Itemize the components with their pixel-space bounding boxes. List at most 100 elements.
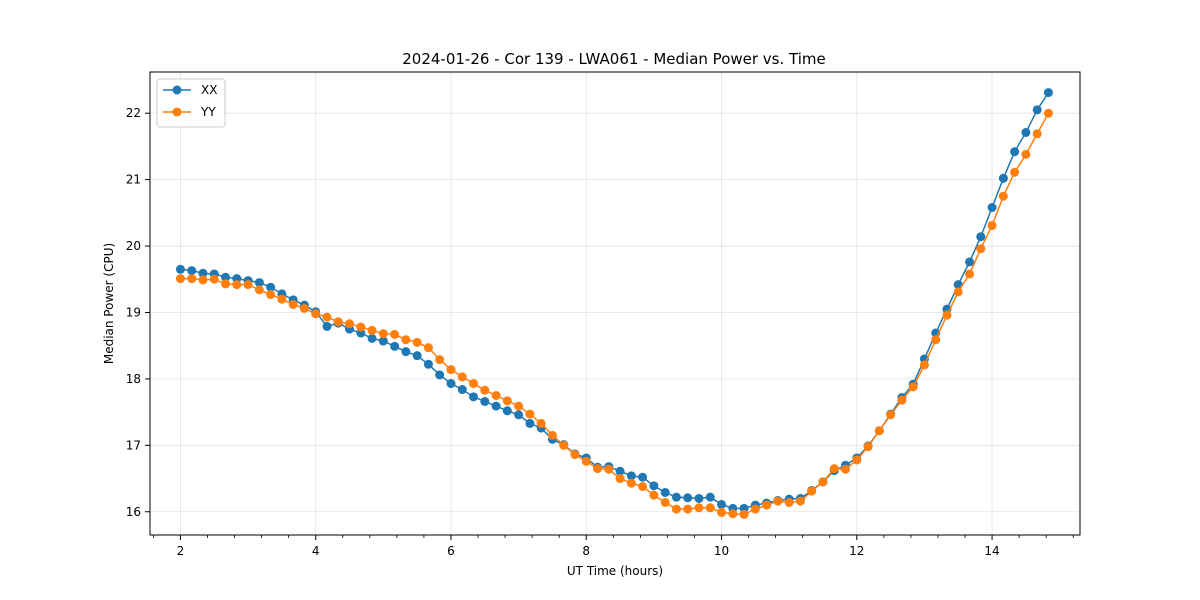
- data-point-yy: [807, 486, 817, 496]
- data-point-yy: [559, 440, 569, 450]
- legend: XX YY: [156, 78, 226, 128]
- data-point-yy: [998, 191, 1008, 201]
- x-tick-label: 8: [582, 544, 590, 558]
- data-point-yy: [660, 497, 670, 507]
- data-point-yy: [536, 418, 546, 428]
- data-point-xx: [446, 379, 456, 389]
- data-point-xx: [987, 203, 997, 213]
- data-point-yy: [942, 310, 952, 320]
- series-yy: [175, 108, 1053, 519]
- data-point-yy: [852, 455, 862, 465]
- data-point-yy: [356, 322, 366, 332]
- data-point-yy: [198, 275, 208, 285]
- data-point-yy: [987, 220, 997, 230]
- data-point-yy: [570, 450, 580, 460]
- legend-marker-yy: [172, 107, 182, 117]
- data-point-yy: [818, 477, 828, 487]
- data-point-xx: [660, 487, 670, 497]
- data-point-xx: [378, 336, 388, 346]
- data-point-xx: [1043, 88, 1053, 98]
- data-point-yy: [626, 478, 636, 488]
- data-point-yy: [390, 329, 400, 339]
- data-point-yy: [919, 360, 929, 370]
- data-point-yy: [1010, 167, 1020, 177]
- data-point-xx: [198, 268, 208, 278]
- x-axis-label: UT Time (hours): [567, 564, 663, 578]
- data-point-yy: [175, 274, 185, 284]
- data-point-xx: [367, 333, 377, 343]
- data-point-xx: [401, 347, 411, 357]
- y-tick-label: 19: [126, 305, 141, 319]
- data-point-yy: [299, 303, 309, 313]
- data-point-yy: [232, 280, 242, 290]
- data-point-xx: [615, 466, 625, 476]
- data-point-yy: [502, 396, 512, 406]
- data-point-yy: [976, 244, 986, 254]
- data-point-yy: [739, 509, 749, 519]
- x-tick-label: 2: [177, 544, 185, 558]
- y-tick-label: 21: [126, 173, 141, 187]
- data-point-yy: [953, 287, 963, 297]
- data-point-yy: [784, 497, 794, 507]
- data-point-yy: [829, 464, 839, 474]
- x-tick-label: 10: [714, 544, 729, 558]
- data-point-yy: [773, 496, 783, 506]
- data-point-yy: [333, 317, 343, 327]
- data-point-xx: [412, 351, 422, 361]
- data-point-xx: [638, 472, 648, 482]
- data-point-yy: [841, 464, 850, 474]
- plot-frame: [149, 71, 1081, 536]
- data-point-xx: [435, 370, 445, 380]
- y-tick-label: 17: [126, 438, 141, 452]
- data-point-yy: [525, 409, 535, 419]
- data-point-yy: [874, 426, 884, 436]
- data-point-yy: [897, 395, 907, 405]
- data-point-xx: [491, 401, 501, 411]
- data-point-yy: [401, 335, 411, 345]
- data-point-xx: [514, 410, 524, 420]
- x-tick-label: 4: [312, 544, 320, 558]
- data-point-xx: [705, 492, 715, 502]
- data-point-xx: [976, 232, 986, 242]
- data-point-yy: [863, 442, 873, 452]
- data-point-xx: [649, 481, 659, 491]
- data-point-yy: [795, 496, 805, 506]
- data-point-yy: [908, 382, 918, 392]
- data-point-yy: [412, 337, 422, 347]
- data-point-yy: [638, 482, 648, 492]
- data-point-xx: [221, 272, 231, 282]
- x-tick-label: 6: [447, 544, 455, 558]
- data-point-yy: [480, 385, 490, 395]
- axes: 2 4 6 8 10 12 14 16 17 18 19 20 21 22: [126, 106, 1074, 558]
- x-tick-label: 14: [984, 544, 999, 558]
- data-point-yy: [457, 372, 467, 382]
- legend-marker-xx: [172, 85, 182, 95]
- data-point-xx: [683, 493, 693, 503]
- data-point-xx: [390, 341, 400, 351]
- data-point-xx: [469, 392, 478, 402]
- y-tick-label: 20: [126, 239, 141, 253]
- data-point-yy: [762, 500, 772, 510]
- y-tick-label: 18: [126, 372, 141, 386]
- series: [175, 88, 1053, 519]
- x-tick-label: 12: [849, 544, 864, 558]
- data-point-yy: [1032, 129, 1042, 139]
- data-point-yy: [593, 464, 603, 474]
- data-point-xx: [187, 266, 197, 276]
- data-point-yy: [717, 507, 727, 517]
- data-point-yy: [705, 503, 715, 513]
- data-point-xx: [423, 359, 433, 369]
- data-point-yy: [243, 280, 253, 290]
- grid: [150, 72, 1080, 535]
- data-point-xx: [694, 493, 704, 503]
- data-point-yy: [750, 504, 760, 514]
- data-point-yy: [435, 355, 445, 365]
- data-point-xx: [457, 385, 467, 395]
- data-point-yy: [423, 343, 433, 353]
- data-point-xx: [480, 396, 490, 406]
- data-point-yy: [728, 509, 738, 519]
- data-point-yy: [266, 290, 276, 300]
- chart-title: 2024-01-26 - Cor 139 - LWA061 - Median P…: [402, 50, 826, 68]
- data-point-yy: [378, 329, 388, 339]
